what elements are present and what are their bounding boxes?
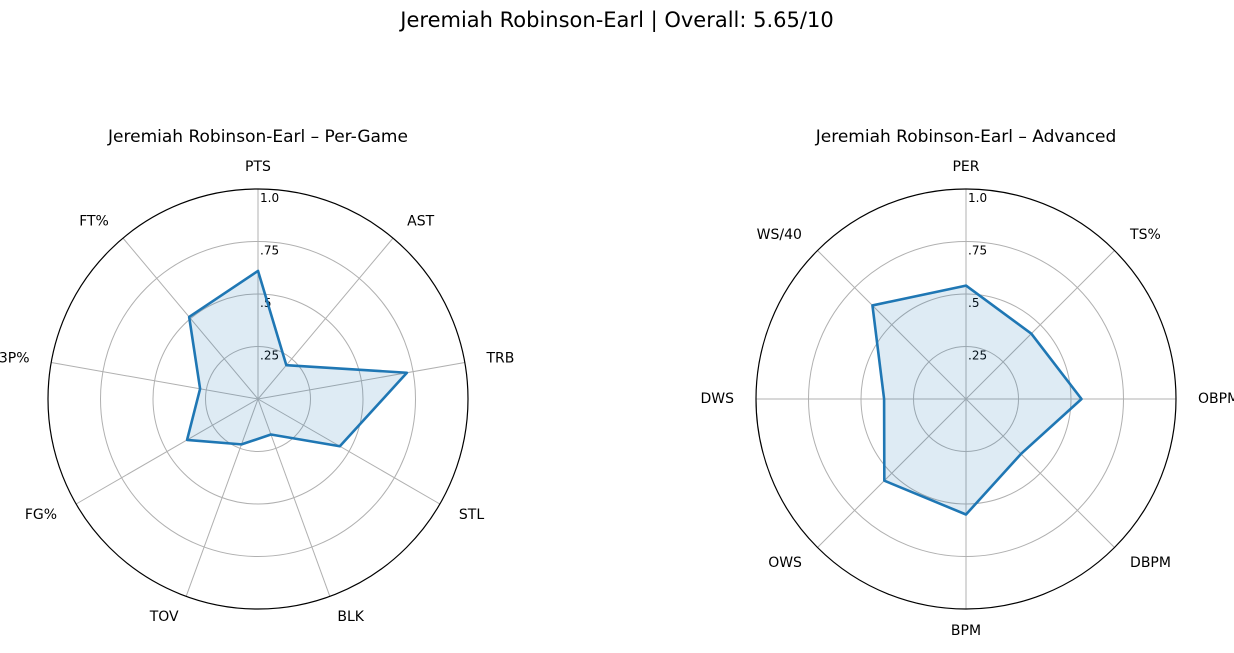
radial-tick-label: 1.0: [968, 191, 987, 205]
spoke-gridline: [257, 398, 441, 505]
category-label: TS%: [1129, 227, 1161, 243]
radial-tick-label: .75: [968, 244, 987, 258]
radial-tick-label: .5: [260, 296, 271, 310]
category-label: STL: [459, 507, 484, 523]
category-label: FT%: [79, 213, 109, 229]
category-label: BLK: [337, 609, 364, 625]
category-label: FG%: [25, 507, 57, 523]
spoke-gridline: [51, 362, 259, 400]
spoke-gridline: [257, 362, 465, 400]
spoke-gridline: [75, 398, 259, 505]
series-line: [185, 269, 409, 448]
polar-frame: [47, 188, 469, 610]
category-label: BPM: [951, 623, 981, 639]
category-label: TRB: [485, 351, 514, 367]
chart-title: Jeremiah Robinson-Earl – Advanced: [815, 127, 1116, 147]
spoke-gridline: [257, 398, 331, 597]
category-label: TOV: [149, 609, 179, 625]
radial-tick-label: .25: [968, 349, 987, 363]
series-fill: [187, 270, 407, 447]
category-label: 3P%: [0, 351, 30, 367]
polar-frame: [755, 188, 1177, 610]
category-label: DWS: [700, 391, 734, 407]
category-label: OWS: [768, 555, 802, 571]
spoke-gridline: [257, 237, 394, 400]
category-label: AST: [407, 213, 434, 229]
series-fill: [872, 285, 1082, 515]
spoke-gridline: [965, 398, 1115, 548]
figure-title: Jeremiah Robinson-Earl | Overall: 5.65/1…: [400, 8, 834, 32]
series-line: [871, 284, 1083, 516]
category-label: WS/40: [757, 227, 802, 243]
radial-tick-label: .25: [260, 349, 279, 363]
chart-title: Jeremiah Robinson-Earl – Per-Game: [107, 127, 408, 147]
category-label: OBPM: [1198, 391, 1234, 407]
radial-tick-label: .5: [968, 296, 979, 310]
spoke-gridline: [817, 250, 967, 400]
spoke-gridline: [817, 398, 967, 548]
category-label: PTS: [245, 159, 271, 175]
category-label: PER: [952, 159, 979, 175]
radial-tick-label: 1.0: [260, 191, 279, 205]
spoke-gridline: [965, 250, 1115, 400]
category-label: DBPM: [1130, 555, 1171, 571]
radial-tick-label: .75: [260, 244, 279, 258]
spoke-gridline: [185, 398, 259, 597]
